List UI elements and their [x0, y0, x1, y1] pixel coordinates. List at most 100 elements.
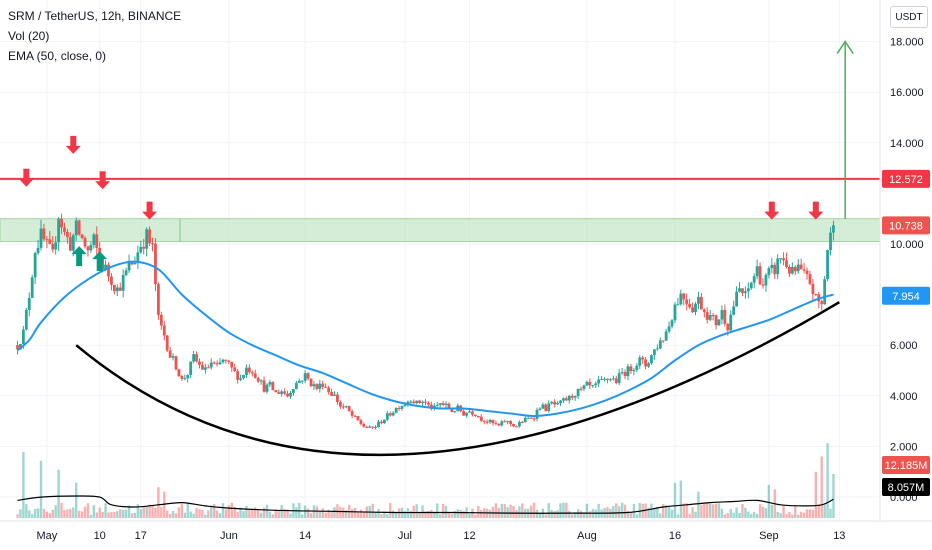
- volume-bar: [706, 502, 709, 518]
- candle-body: [699, 296, 703, 310]
- candle-body: [201, 364, 204, 370]
- volume-bar: [86, 503, 90, 518]
- candle-body: [729, 314, 733, 331]
- candle-body: [300, 380, 304, 382]
- volume-bar: [374, 512, 377, 518]
- volume-bar: [629, 512, 633, 518]
- volume-bar: [245, 505, 248, 518]
- volume-bar: [433, 512, 436, 518]
- volume-bar: [154, 507, 157, 518]
- candle-body: [564, 398, 568, 401]
- volume-bar: [345, 510, 348, 518]
- candle-body: [68, 237, 72, 251]
- volume-bar: [450, 513, 454, 518]
- volume-bar: [386, 514, 389, 518]
- candle-body: [620, 372, 624, 374]
- volume-bar: [729, 509, 732, 518]
- volume-bar: [350, 509, 354, 518]
- volume-bar: [45, 511, 49, 518]
- candle-body: [629, 366, 633, 372]
- volume-bar: [682, 503, 685, 518]
- volume-bar: [826, 443, 829, 518]
- volume-bar: [48, 513, 52, 518]
- volume-bar: [409, 510, 413, 518]
- candle-body: [198, 361, 201, 365]
- volume-bar: [468, 514, 471, 518]
- candle-body: [286, 393, 289, 397]
- candle-body: [86, 246, 90, 251]
- candle-body: [767, 268, 771, 275]
- candle-body: [541, 404, 545, 409]
- volume-bar: [720, 508, 724, 518]
- volume-bar: [647, 507, 650, 518]
- candle-body: [632, 370, 636, 372]
- x-tick-label: 17: [135, 530, 147, 542]
- volume-bar: [802, 512, 806, 518]
- volume-bar: [512, 506, 515, 518]
- candle-body: [485, 421, 489, 423]
- candle-body: [380, 421, 383, 424]
- volume-bar: [139, 509, 142, 518]
- candle-body: [371, 426, 375, 428]
- volume-bar: [16, 514, 19, 518]
- volume-bar: [239, 507, 242, 518]
- candle-body: [142, 246, 146, 249]
- volume-bar: [650, 503, 653, 518]
- candle-body: [16, 345, 19, 350]
- candle-body: [51, 243, 55, 250]
- volume-bar: [808, 509, 812, 518]
- legend-symbol[interactable]: SRM / TetherUS, 12h, BINANCE: [8, 9, 182, 23]
- volume-bar: [794, 505, 797, 518]
- volume-bar: [662, 504, 665, 518]
- volume-bar: [568, 511, 571, 518]
- candle-body: [104, 264, 107, 269]
- legend-ema[interactable]: EMA (50, close, 0): [8, 49, 107, 63]
- volume-bar: [271, 514, 275, 518]
- candle-body: [212, 362, 216, 364]
- volume-bar: [659, 513, 662, 518]
- volume-bar: [735, 507, 738, 518]
- volume-bar: [60, 502, 63, 518]
- candle-body: [588, 381, 592, 386]
- volume-bar: [747, 511, 750, 518]
- volume-bar: [617, 506, 621, 518]
- candle-body: [441, 403, 445, 405]
- candle-body: [685, 299, 689, 304]
- volume-bar: [101, 512, 104, 518]
- volume-bar: [157, 487, 160, 518]
- currency-selector[interactable]: USDT: [890, 6, 928, 28]
- volume-bar: [571, 514, 574, 518]
- candle-body: [83, 237, 87, 247]
- candle-body: [820, 301, 824, 305]
- volume-bar: [565, 502, 568, 518]
- candle-body: [717, 319, 721, 326]
- y-tick-label: 18.000: [890, 37, 924, 49]
- candle-body: [720, 309, 724, 320]
- volume-bar: [685, 503, 688, 518]
- candle-body: [468, 411, 471, 413]
- volume-avg-tag: 8.057M: [888, 482, 925, 494]
- down-arrow-icon: [764, 201, 780, 220]
- candle-body: [309, 378, 313, 387]
- candle-body: [250, 372, 254, 374]
- volume-bar: [95, 512, 98, 518]
- volume-bar: [547, 503, 550, 518]
- candle-body: [741, 288, 744, 294]
- volume-bar: [151, 505, 154, 518]
- candle-body: [382, 419, 386, 424]
- volume-bar: [600, 509, 603, 518]
- volume-bar: [582, 512, 586, 518]
- volume-bar: [750, 513, 753, 518]
- volume-bar: [744, 507, 747, 518]
- candle-body: [400, 406, 404, 409]
- candle-body: [154, 243, 157, 285]
- volume-bar: [770, 504, 774, 518]
- volume-bar: [418, 512, 421, 518]
- candle-body: [333, 394, 336, 396]
- candle-body: [773, 264, 777, 275]
- candle-body: [782, 258, 785, 261]
- volume-bar: [306, 508, 310, 518]
- volume-bar: [767, 485, 771, 518]
- legend-volume[interactable]: Vol (20): [8, 29, 50, 43]
